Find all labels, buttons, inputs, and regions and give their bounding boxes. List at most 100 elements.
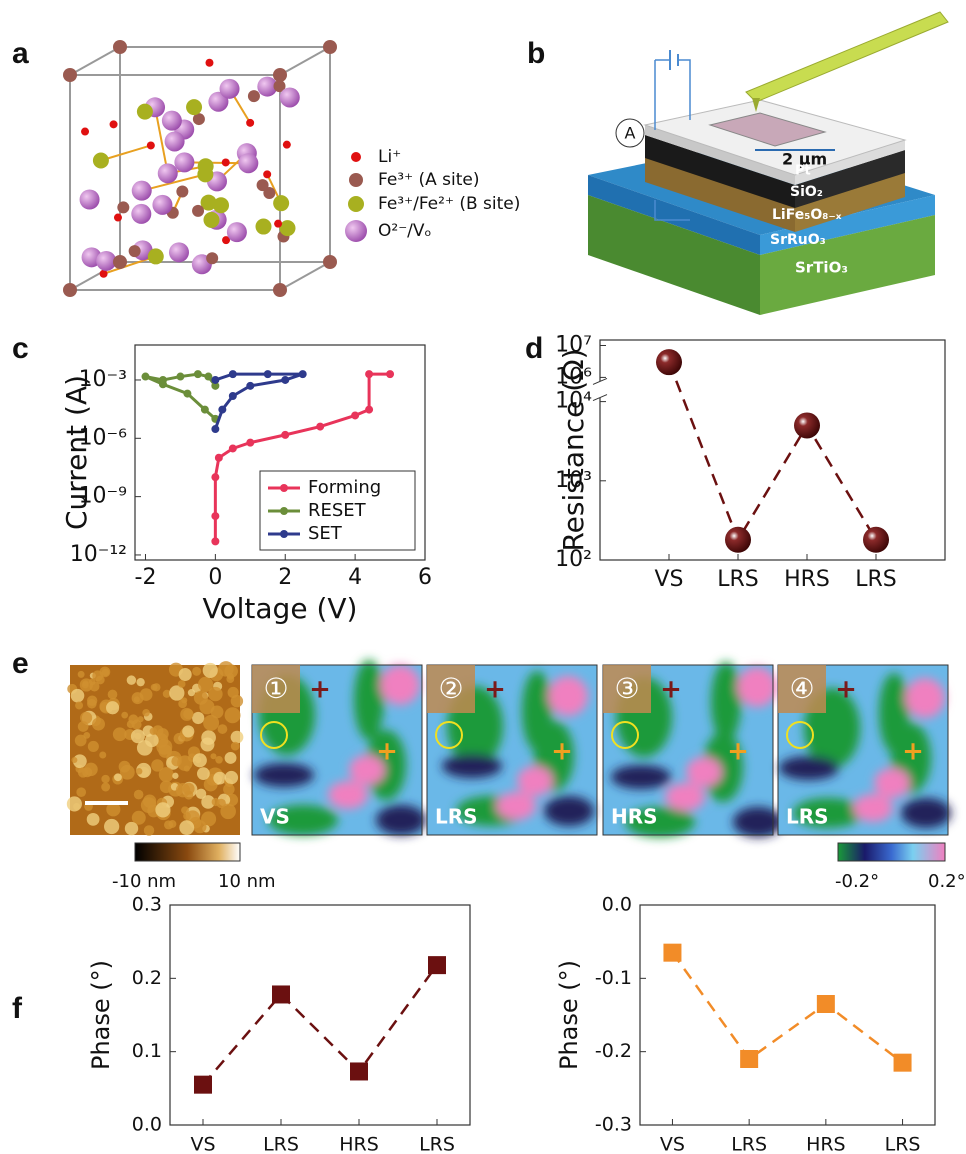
atom <box>283 141 291 149</box>
grain <box>164 820 173 829</box>
x-tick-label: HRS <box>806 1134 846 1154</box>
grain <box>231 731 244 744</box>
y-axis-label: Phase (°) <box>555 960 583 1070</box>
x-tick-label: LRS <box>263 1134 299 1154</box>
crystal-legend: Li⁺ Fe³⁺ (A site) Fe³⁺/Fe²⁺ (B site) O²⁻… <box>345 147 520 242</box>
grain <box>178 680 186 688</box>
grain <box>87 813 100 826</box>
marker <box>272 985 290 1003</box>
y-tick-label: -0.1 <box>595 967 632 989</box>
map-number: ④ <box>789 672 814 705</box>
atom <box>147 141 155 149</box>
atom <box>117 201 129 213</box>
atom <box>255 219 271 235</box>
grain <box>194 691 208 705</box>
grain <box>151 759 163 771</box>
panel-label: c <box>12 332 29 365</box>
grain <box>225 752 237 764</box>
grain <box>101 775 109 783</box>
grain <box>113 727 127 741</box>
grain <box>75 735 87 747</box>
grain <box>192 712 204 724</box>
atom <box>110 120 118 128</box>
state-label: VS <box>260 805 290 829</box>
domain <box>380 665 420 705</box>
x-tick-label: 0 <box>208 565 222 590</box>
data-line <box>672 953 902 1063</box>
grain <box>183 709 193 719</box>
marker <box>366 371 373 378</box>
legend-swatch <box>345 220 367 242</box>
map-number: ② <box>438 672 463 705</box>
cross: + <box>727 737 749 767</box>
grain <box>177 755 192 770</box>
grain <box>78 671 85 678</box>
series-line <box>215 374 302 429</box>
grain <box>145 733 159 747</box>
y-tick-label: 0.0 <box>132 1114 162 1136</box>
legend-text: O²⁻/Vₒ <box>378 221 432 241</box>
grain <box>131 729 145 743</box>
y-tick-label: 0.0 <box>602 894 632 916</box>
corner-atom <box>113 255 127 269</box>
atom <box>174 152 194 172</box>
atom <box>81 128 89 136</box>
colorbar-label: 0.2° <box>928 871 966 892</box>
cross: + <box>902 737 924 767</box>
cross: + <box>376 737 398 767</box>
map-number: ① <box>263 672 288 705</box>
cross: + <box>309 675 331 705</box>
panel-label: d <box>525 332 543 365</box>
cross: + <box>660 675 682 705</box>
grain <box>75 702 83 710</box>
x-tick-label: LRS <box>855 567 897 592</box>
domain <box>905 678 945 718</box>
y-tick-label: 0.1 <box>132 1040 162 1062</box>
domain <box>737 667 777 707</box>
grain <box>179 820 194 835</box>
marker <box>205 373 212 380</box>
domain <box>544 796 594 826</box>
colorbar-label: -10 nm <box>112 871 176 892</box>
domain <box>711 662 741 742</box>
atom <box>238 153 258 173</box>
marker <box>366 406 373 413</box>
corner-atom <box>323 40 337 54</box>
panel-label: f <box>12 992 23 1025</box>
grain <box>136 678 144 686</box>
grain <box>212 798 220 806</box>
grain <box>174 733 185 744</box>
marker <box>212 474 219 481</box>
corner-atom <box>273 283 287 297</box>
corner-atom <box>63 68 77 82</box>
panel-label: b <box>527 37 545 70</box>
afm-image <box>67 661 244 836</box>
grain <box>142 709 149 716</box>
layer-label: SrTiO₃ <box>795 259 848 277</box>
grain <box>106 701 119 714</box>
marker <box>229 445 236 452</box>
legend-label: Forming <box>308 477 381 498</box>
marker <box>194 371 201 378</box>
grain <box>78 767 88 777</box>
colorbar-label: 10 nm <box>218 871 276 892</box>
marker <box>212 513 219 520</box>
corner-atom <box>273 68 287 82</box>
marker <box>894 1054 912 1072</box>
grain <box>223 784 235 796</box>
marker <box>184 390 191 397</box>
atom <box>273 195 289 211</box>
legend-text: Fe³⁺ (A site) <box>378 170 480 190</box>
marker <box>740 1050 758 1068</box>
grain <box>101 783 110 792</box>
x-tick-label: 2 <box>278 565 292 590</box>
atom <box>263 170 271 178</box>
grain <box>225 707 241 723</box>
grain <box>155 802 170 817</box>
legend-marker <box>280 507 288 515</box>
grain <box>92 718 105 731</box>
layer-label: SiO₂ <box>790 184 823 200</box>
chart: 10⁻¹²10⁻⁹10⁻⁶10⁻³Current (A)Voltage (V)-… <box>60 345 432 625</box>
marker <box>264 371 271 378</box>
atom <box>162 111 182 131</box>
